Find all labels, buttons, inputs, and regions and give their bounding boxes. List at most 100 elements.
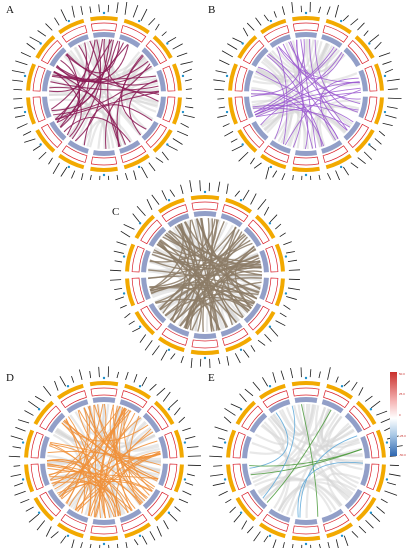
gene-label-mark xyxy=(327,172,332,180)
chromosome-label-mark xyxy=(368,42,371,45)
gene-label-mark xyxy=(151,345,160,356)
collinearity-link xyxy=(59,478,153,498)
red-track xyxy=(366,463,380,491)
red-track xyxy=(322,145,349,163)
chromosome-label-mark xyxy=(304,376,308,380)
gene-label-mark xyxy=(217,437,225,440)
collinearity-link xyxy=(183,270,263,329)
legend-tick: 25.0 xyxy=(399,392,405,396)
chromosome-band xyxy=(24,464,35,493)
gene-label-mark xyxy=(234,353,241,364)
chromosome-label-mark xyxy=(183,441,187,444)
red-track xyxy=(247,305,270,331)
circos-panel-e: E xyxy=(206,366,408,548)
red-track xyxy=(60,513,87,532)
gene-label-mark xyxy=(374,41,382,50)
gene-label-mark xyxy=(24,410,34,416)
blue-track xyxy=(321,399,344,414)
background-link xyxy=(326,472,361,507)
gene-label-mark xyxy=(133,170,137,180)
chromosome-band xyxy=(237,35,258,59)
collinearity-link xyxy=(165,296,250,317)
gene-label-mark xyxy=(28,400,39,409)
circos-svg xyxy=(110,180,300,368)
chromosome-label-mark xyxy=(304,542,308,546)
chromosome-label-mark xyxy=(181,110,185,114)
gene-label-mark xyxy=(225,498,232,504)
gene-label-mark xyxy=(363,151,373,160)
circos-panel-a: A xyxy=(4,2,204,180)
blue-track xyxy=(269,140,291,154)
gene-label-mark xyxy=(281,173,286,180)
chromosome-band xyxy=(374,97,384,125)
red-track xyxy=(247,219,270,245)
collinearity-link xyxy=(119,408,146,502)
background-link xyxy=(314,405,363,471)
blue-track xyxy=(193,333,217,339)
red-track xyxy=(90,387,118,397)
gene-label-mark xyxy=(155,23,160,31)
gene-label-mark xyxy=(80,5,83,15)
chromosome-label-mark xyxy=(268,325,272,328)
chromosome-band xyxy=(152,129,173,153)
red-track xyxy=(162,96,176,123)
gene-label-mark xyxy=(376,506,386,514)
gene-label-mark xyxy=(151,194,160,205)
collinearity-link xyxy=(56,65,152,84)
gene-label-mark xyxy=(234,190,241,197)
gene-label-mark xyxy=(369,145,377,151)
collinearity-link xyxy=(51,75,157,80)
gene-label-mark xyxy=(110,279,122,281)
chromosome-label-mark xyxy=(167,511,171,514)
collinearity-link xyxy=(162,286,249,314)
red-track xyxy=(145,40,167,65)
blue-track xyxy=(142,412,161,434)
red-track xyxy=(41,123,63,148)
chromosome-label-mark xyxy=(225,110,229,114)
gene-label-mark xyxy=(120,230,131,238)
chromosome-label-mark xyxy=(223,441,227,444)
gene-label-mark xyxy=(282,542,285,548)
gene-label-mark xyxy=(246,526,254,534)
chromosome-band xyxy=(260,18,287,35)
gene-label-mark xyxy=(148,162,156,172)
gene-label-mark xyxy=(116,543,119,548)
blue-track xyxy=(268,399,291,414)
gene-label-mark xyxy=(281,6,285,15)
gene-label-mark xyxy=(283,241,292,246)
blue-track xyxy=(92,150,116,156)
red-track xyxy=(234,65,248,92)
red-track xyxy=(39,405,62,431)
chromosome-label-mark xyxy=(340,385,344,388)
gene-label-mark xyxy=(43,385,52,397)
chromosome-label-mark xyxy=(383,74,387,78)
gene-label-mark xyxy=(183,68,192,73)
blue-track xyxy=(358,96,368,119)
collinearity-link xyxy=(46,459,91,517)
gene-label-mark xyxy=(310,175,312,180)
gene-label-mark xyxy=(172,43,183,50)
background-link xyxy=(88,120,111,149)
gene-label-mark xyxy=(199,180,201,192)
chromosome-band xyxy=(356,497,377,522)
background-link xyxy=(326,415,359,485)
background-link xyxy=(286,119,302,149)
red-track xyxy=(323,513,350,532)
blue-track xyxy=(66,508,89,523)
background-link xyxy=(252,406,327,484)
background-link xyxy=(258,479,342,508)
chromosome-label-mark xyxy=(268,534,272,537)
red-track xyxy=(292,525,320,535)
chromosome-label-mark xyxy=(21,478,25,481)
blue-track xyxy=(92,519,116,525)
blue-track xyxy=(360,463,370,487)
color-scale-legend: 50.0 25.0 0 -25.0 -50.0 xyxy=(388,372,410,458)
gene-label-mark xyxy=(288,269,300,271)
gene-label-mark xyxy=(174,506,181,512)
collinearity-link xyxy=(113,405,132,512)
gene-label-mark xyxy=(124,2,128,15)
gene-label-mark xyxy=(223,416,232,424)
gene-label-mark xyxy=(11,70,25,74)
gene-label-mark xyxy=(50,531,59,539)
gene-label-mark xyxy=(71,539,75,548)
